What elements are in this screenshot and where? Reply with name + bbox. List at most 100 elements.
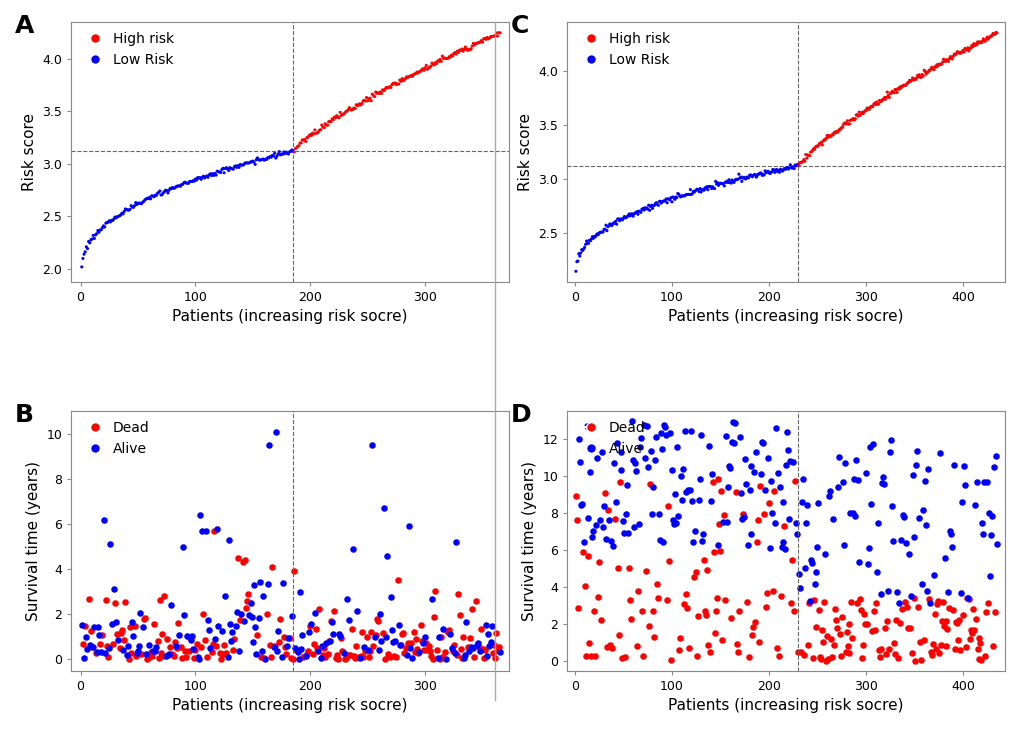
Point [120, 204, 137, 216]
Point [429, 55, 445, 67]
Point [799, 149, 815, 161]
Point [980, 32, 997, 43]
Point [367, 86, 383, 98]
Point [418, 638, 434, 649]
Point [581, 234, 597, 246]
Point [870, 651, 887, 663]
Point [85, 641, 101, 653]
Point [856, 618, 872, 629]
Point [816, 134, 833, 146]
Point [280, 148, 297, 160]
Point [252, 576, 268, 587]
Point [364, 439, 380, 451]
Point [597, 220, 613, 231]
Point [612, 213, 629, 225]
Point [742, 169, 758, 181]
Point [981, 30, 998, 42]
Point [75, 652, 92, 664]
Point [625, 455, 641, 467]
Point [78, 241, 95, 253]
Point [149, 635, 165, 647]
Point [184, 175, 201, 186]
Y-axis label: Risk score: Risk score [22, 113, 37, 191]
Point [860, 104, 876, 116]
Point [237, 602, 254, 614]
Point [608, 218, 625, 230]
Point [480, 33, 496, 45]
Point [747, 616, 763, 628]
Point [598, 225, 614, 237]
Point [98, 595, 114, 607]
Point [579, 512, 595, 524]
Point [279, 147, 296, 159]
Point [694, 528, 710, 540]
Point [819, 131, 836, 143]
Point [985, 461, 1002, 473]
Point [721, 463, 738, 475]
Point [163, 599, 179, 611]
Point [699, 640, 715, 652]
Point [126, 200, 143, 212]
Point [388, 79, 405, 91]
Point [201, 169, 217, 181]
Point [788, 160, 804, 172]
Point [119, 640, 136, 652]
Point [904, 469, 920, 481]
Point [813, 624, 829, 636]
Point [581, 638, 597, 649]
Point [631, 441, 647, 453]
Point [610, 215, 627, 227]
Point [161, 649, 177, 660]
Point [707, 605, 723, 617]
Point [985, 29, 1002, 41]
Point [684, 188, 700, 200]
Point [762, 475, 779, 487]
Point [152, 594, 168, 606]
Point [969, 632, 985, 644]
Point [586, 605, 602, 617]
Point [83, 234, 99, 245]
Point [190, 172, 206, 184]
Point [871, 643, 888, 655]
Point [718, 175, 735, 187]
Point [101, 642, 117, 654]
Point [903, 74, 919, 86]
Point [440, 624, 457, 636]
Point [477, 620, 493, 632]
Point [303, 618, 319, 630]
Point [853, 652, 869, 663]
Point [673, 190, 689, 202]
Point [709, 180, 726, 192]
Point [978, 31, 995, 43]
Point [615, 527, 632, 539]
Point [398, 71, 415, 83]
Point [640, 620, 656, 632]
Point [278, 146, 294, 158]
Point [700, 181, 716, 192]
Point [157, 650, 173, 662]
Point [674, 190, 690, 202]
Point [944, 541, 960, 553]
Point [748, 447, 764, 458]
Point [637, 565, 653, 577]
Point [632, 432, 648, 444]
Point [111, 210, 127, 222]
Point [823, 129, 840, 141]
Point [380, 648, 396, 660]
Point [942, 51, 958, 63]
Point [808, 542, 824, 553]
Point [954, 44, 970, 56]
Point [288, 644, 305, 656]
Point [87, 621, 103, 632]
Point [596, 223, 612, 235]
Point [433, 55, 449, 67]
Point [961, 632, 977, 644]
Point [343, 623, 360, 635]
Point [649, 593, 665, 604]
Point [768, 467, 785, 479]
Point [619, 211, 635, 223]
Point [987, 538, 1004, 550]
Point [820, 130, 837, 142]
Point [420, 640, 436, 652]
Point [330, 112, 346, 124]
